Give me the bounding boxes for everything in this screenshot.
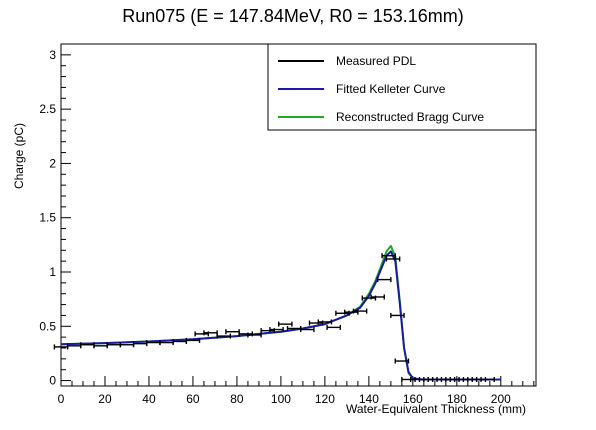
data-point [225, 329, 240, 335]
data-point [352, 308, 368, 314]
data-point [390, 312, 405, 318]
legend-entry: Measured PDL [278, 54, 416, 68]
data-point [317, 319, 333, 325]
data-point [278, 321, 293, 327]
x-tick-labels: 0 20 40 60 80 100 120 140 160 180 200 [58, 392, 511, 406]
legend-entries: Measured PDL Fitted Kelleter Curve Reconst… [278, 54, 484, 124]
series-line-2 [60, 244, 501, 381]
data-point [326, 324, 341, 330]
legend: Measured PDL Fitted Kelleter Curve Reconst… [267, 43, 537, 131]
chart-title: Run075 (E = 147.84MeV, R0 = 153.16mm) [122, 6, 464, 26]
series-lines [60, 244, 501, 381]
legend-entry: Fitted Kelleter Curve [278, 82, 446, 96]
measured-points [53, 253, 495, 382]
data-point [480, 376, 495, 382]
y-tick-label: 0.5 [39, 319, 56, 333]
y-tick-labels: 0 0.5 1 1.5 2 2.5 3 [39, 48, 56, 388]
y-tick-label: 1 [49, 265, 56, 279]
data-point [376, 277, 392, 283]
y-tick-label: 1.5 [39, 211, 56, 225]
legend-label: Fitted Kelleter Curve [336, 82, 446, 96]
legend-label: Measured PDL [336, 54, 416, 68]
x-tick-label: 160 [403, 392, 423, 406]
legend-box [267, 43, 537, 131]
x-tick-label: 60 [186, 392, 200, 406]
data-point [381, 253, 396, 259]
data-point [269, 327, 284, 333]
x-tick-label: 140 [359, 392, 379, 406]
data-point [216, 333, 232, 339]
legend-label: Reconstructed Bragg Curve [336, 110, 484, 124]
x-tick-label: 120 [315, 392, 335, 406]
axis-ticks [60, 43, 535, 386]
data-point [299, 327, 315, 333]
data-point [370, 294, 385, 300]
legend-entry: Reconstructed Bragg Curve [278, 110, 484, 124]
x-axis-title: Water-Equivalent Thickness (mm) [346, 402, 526, 416]
y-tick-label: 2.5 [39, 102, 56, 116]
x-tick-label: 100 [271, 392, 291, 406]
y-tick-label: 2 [49, 156, 56, 170]
y-tick-label: 3 [49, 48, 56, 62]
y-axis-title: Charge (pC) [12, 123, 26, 189]
x-tick-label: 200 [491, 392, 511, 406]
x-tick-label: 40 [142, 392, 156, 406]
data-point [394, 358, 410, 364]
y-tick-label: 0 [49, 374, 56, 388]
data-point [247, 332, 262, 338]
x-tick-label: 80 [230, 392, 244, 406]
x-tick-label: 20 [98, 392, 112, 406]
x-tick-label: 0 [58, 392, 65, 406]
x-tick-label: 180 [447, 392, 467, 406]
data-point [385, 256, 401, 262]
data-point [185, 337, 201, 343]
series-line-1 [60, 250, 501, 381]
